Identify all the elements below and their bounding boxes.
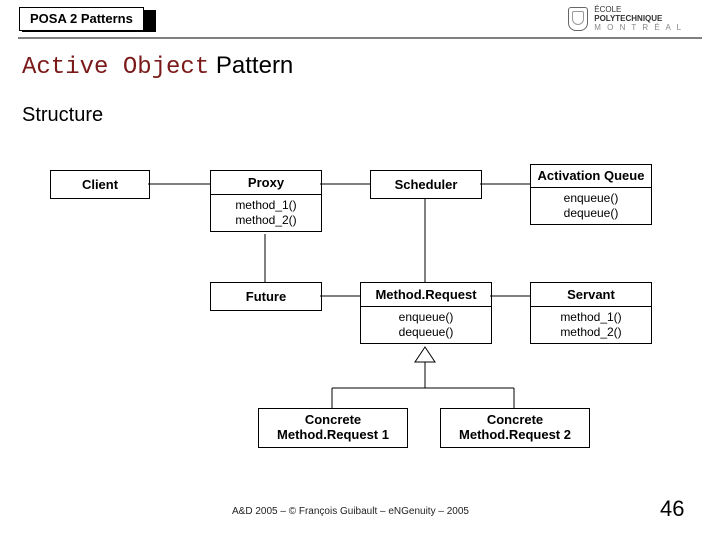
uml-method-request: Method.Request enqueue() dequeue() bbox=[360, 282, 492, 344]
uml-aq-name: Activation Queue bbox=[531, 165, 651, 187]
crest-icon bbox=[568, 7, 588, 31]
uml-mreq-m1: enqueue() bbox=[363, 310, 489, 325]
uml-aq-methods: enqueue() dequeue() bbox=[531, 187, 651, 224]
uml-servant-name: Servant bbox=[531, 283, 651, 306]
uml-aq-m1: enqueue() bbox=[533, 191, 649, 206]
uml-conc1-l2: Method.Request 1 bbox=[261, 428, 405, 443]
uml-servant-m1: method_1() bbox=[533, 310, 649, 325]
page-number: 46 bbox=[660, 496, 684, 522]
uml-client: Client bbox=[50, 170, 150, 199]
diagram-wires bbox=[0, 0, 720, 540]
uml-mreq-m2: dequeue() bbox=[363, 325, 489, 340]
uml-concrete-1: Concrete Method.Request 1 bbox=[258, 408, 408, 448]
footer-text: A&D 2005 – © François Guibault – eNGenui… bbox=[232, 506, 469, 517]
header-tag: POSA 2 Patterns bbox=[19, 7, 144, 31]
uml-proxy-methods: method_1() method_2() bbox=[211, 194, 321, 231]
uml-proxy-m2: method_2() bbox=[213, 213, 319, 228]
header-divider bbox=[0, 0, 720, 540]
uml-proxy-m1: method_1() bbox=[213, 198, 319, 213]
section-heading: Structure bbox=[22, 104, 103, 127]
page-title: Active Object Pattern bbox=[22, 52, 293, 81]
uml-client-name: Client bbox=[51, 171, 149, 198]
title-rest: Pattern bbox=[209, 52, 293, 79]
uml-mreq-methods: enqueue() dequeue() bbox=[361, 306, 491, 343]
uml-proxy-name: Proxy bbox=[211, 171, 321, 194]
institution-logo: ÉCOLE POLYTECHNIQUE M O N T R É A L bbox=[568, 6, 683, 32]
uml-servant-methods: method_1() method_2() bbox=[531, 306, 651, 343]
uml-aq-m2: dequeue() bbox=[533, 206, 649, 221]
uml-future-name: Future bbox=[211, 283, 321, 310]
uml-activation-queue: Activation Queue enqueue() dequeue() bbox=[530, 164, 652, 225]
uml-concrete-2: Concrete Method.Request 2 bbox=[440, 408, 590, 448]
uml-scheduler: Scheduler bbox=[370, 170, 482, 199]
uml-future: Future bbox=[210, 282, 322, 311]
uml-conc2-l2: Method.Request 2 bbox=[443, 428, 587, 443]
header-tag-label: POSA 2 Patterns bbox=[30, 11, 133, 26]
uml-conc2-l1: Concrete bbox=[443, 413, 587, 428]
uml-conc1-l1: Concrete bbox=[261, 413, 405, 428]
uml-servant: Servant method_1() method_2() bbox=[530, 282, 652, 344]
logo-line3: M O N T R É A L bbox=[594, 24, 683, 33]
title-mono: Active Object bbox=[22, 54, 209, 81]
uml-servant-m2: method_2() bbox=[533, 325, 649, 340]
uml-mreq-name: Method.Request bbox=[361, 283, 491, 306]
uml-proxy: Proxy method_1() method_2() bbox=[210, 170, 322, 232]
uml-scheduler-name: Scheduler bbox=[371, 171, 481, 198]
